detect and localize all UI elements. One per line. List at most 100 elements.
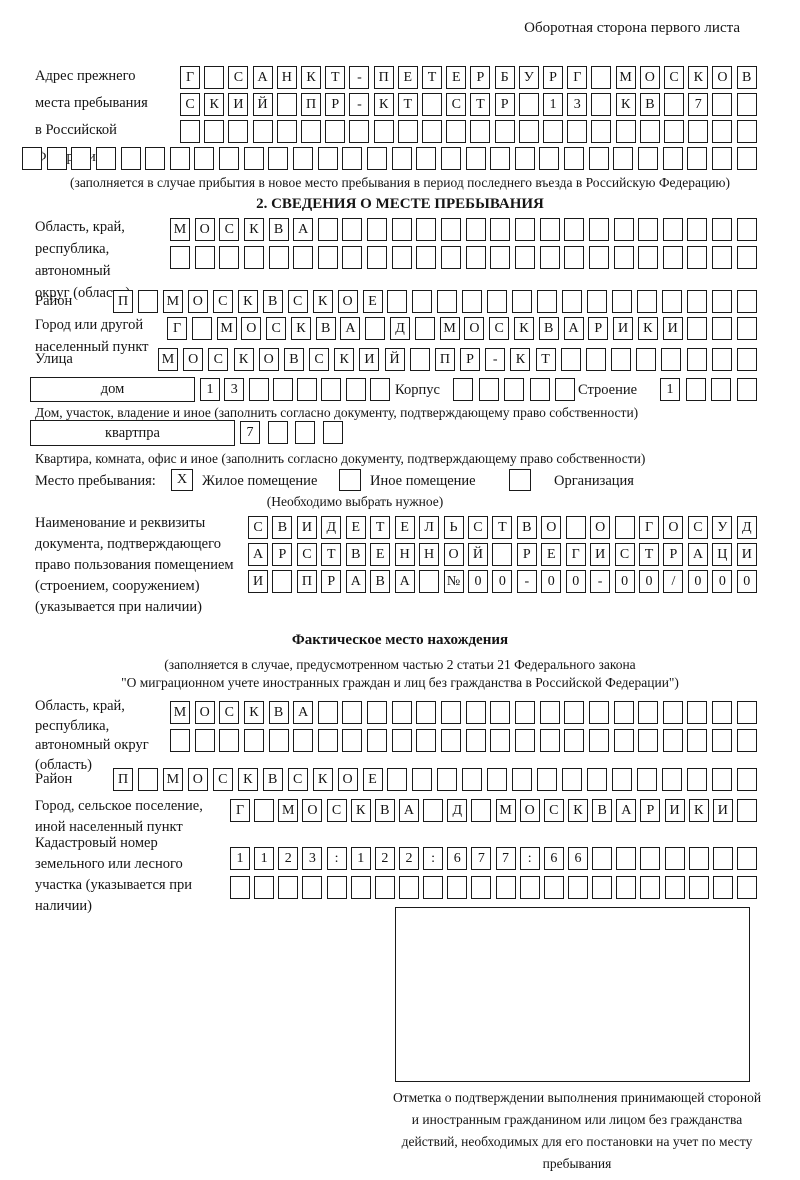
char-cell: Г <box>180 66 200 89</box>
actual-city-label: Город, сельское поселение, иной населенн… <box>35 798 203 835</box>
char-cell: 3 <box>224 378 245 401</box>
char-cell: И <box>296 516 317 539</box>
char-cell <box>252 120 273 143</box>
char-cell <box>419 570 440 593</box>
char-cell: Т <box>370 516 391 539</box>
char-cell: С <box>543 799 564 822</box>
char-cell: - <box>349 93 370 116</box>
char-cell <box>194 729 215 752</box>
char-cell <box>560 348 581 371</box>
char-cell: С <box>287 290 308 313</box>
char-cell: - <box>516 570 537 593</box>
char-cell: В <box>639 93 660 116</box>
char-cell: С <box>489 317 510 340</box>
char-cell: И <box>613 317 634 340</box>
char-cell <box>736 120 757 143</box>
char-cell <box>278 876 299 899</box>
char-cell <box>537 290 558 313</box>
char-cell: С <box>219 701 240 724</box>
char-cell: Р <box>470 66 491 89</box>
char-cell: 7 <box>471 847 492 870</box>
char-cell <box>194 246 215 269</box>
char-cell: Р <box>588 317 609 340</box>
char-cell: О <box>464 317 485 340</box>
char-cell <box>518 120 539 143</box>
char-cell: К <box>688 799 709 822</box>
char-cell: А <box>293 218 314 241</box>
char-cell <box>518 93 539 116</box>
char-cell: 2 <box>374 847 395 870</box>
char-cell <box>219 246 240 269</box>
confirmation-stamp-box <box>395 907 750 1082</box>
char-cell <box>387 768 408 791</box>
char-cell <box>640 847 661 870</box>
char-cell <box>441 218 462 241</box>
char-cell <box>367 218 388 241</box>
char-cell <box>204 120 225 143</box>
char-cell: И <box>359 348 380 371</box>
char-cell: К <box>350 799 371 822</box>
char-cell <box>228 120 249 143</box>
apartment-grid: 7 <box>240 421 343 444</box>
char-cell <box>180 120 200 143</box>
char-cell: В <box>538 317 559 340</box>
prev-address-grid-row-3 <box>180 120 757 143</box>
char-cell: Г <box>167 317 187 340</box>
char-cell: В <box>370 570 391 593</box>
char-cell <box>423 799 444 822</box>
char-cell <box>616 876 637 899</box>
char-cell: Г <box>567 66 588 89</box>
stroenie-label: Строение <box>578 382 638 398</box>
char-cell: С <box>208 348 229 371</box>
char-cell: И <box>228 93 249 116</box>
place-city-label: Город или другой населенный пункт <box>35 317 149 355</box>
char-cell <box>397 120 418 143</box>
char-cell: Й <box>467 543 488 566</box>
char-cell: 0 <box>736 570 757 593</box>
char-cell: С <box>296 543 317 566</box>
char-cell: Т <box>535 348 556 371</box>
char-cell <box>412 768 433 791</box>
char-cell: - <box>485 348 506 371</box>
char-cell: 2 <box>278 847 299 870</box>
char-cell <box>391 729 412 752</box>
char-cell: К <box>243 218 264 241</box>
char-cell <box>423 876 444 899</box>
char-cell: Н <box>419 543 440 566</box>
char-cell: К <box>688 66 709 89</box>
char-cell <box>612 290 633 313</box>
char-cell: О <box>541 516 562 539</box>
char-cell <box>638 729 659 752</box>
char-cell <box>267 421 288 444</box>
char-cell <box>564 218 585 241</box>
char-cell <box>687 147 708 170</box>
char-cell: Р <box>325 93 346 116</box>
char-cell <box>301 120 322 143</box>
char-cell <box>22 147 42 170</box>
char-cell <box>565 516 586 539</box>
char-cell: 7 <box>495 847 516 870</box>
char-cell: 1 <box>660 378 680 401</box>
char-cell: А <box>563 317 584 340</box>
char-cell <box>453 378 473 401</box>
char-cell <box>736 290 757 313</box>
char-cell <box>613 701 634 724</box>
char-cell: О <box>183 348 204 371</box>
char-cell: Г <box>639 516 659 539</box>
char-cell <box>562 768 583 791</box>
char-cell: В <box>345 543 366 566</box>
char-cell: А <box>248 543 268 566</box>
char-cell: Р <box>663 543 684 566</box>
char-cell <box>591 120 612 143</box>
char-cell <box>391 218 412 241</box>
char-cell <box>591 93 612 116</box>
char-cell: Г <box>565 543 586 566</box>
char-cell <box>268 147 289 170</box>
char-cell <box>204 66 225 89</box>
char-cell <box>736 729 757 752</box>
char-cell <box>592 876 613 899</box>
